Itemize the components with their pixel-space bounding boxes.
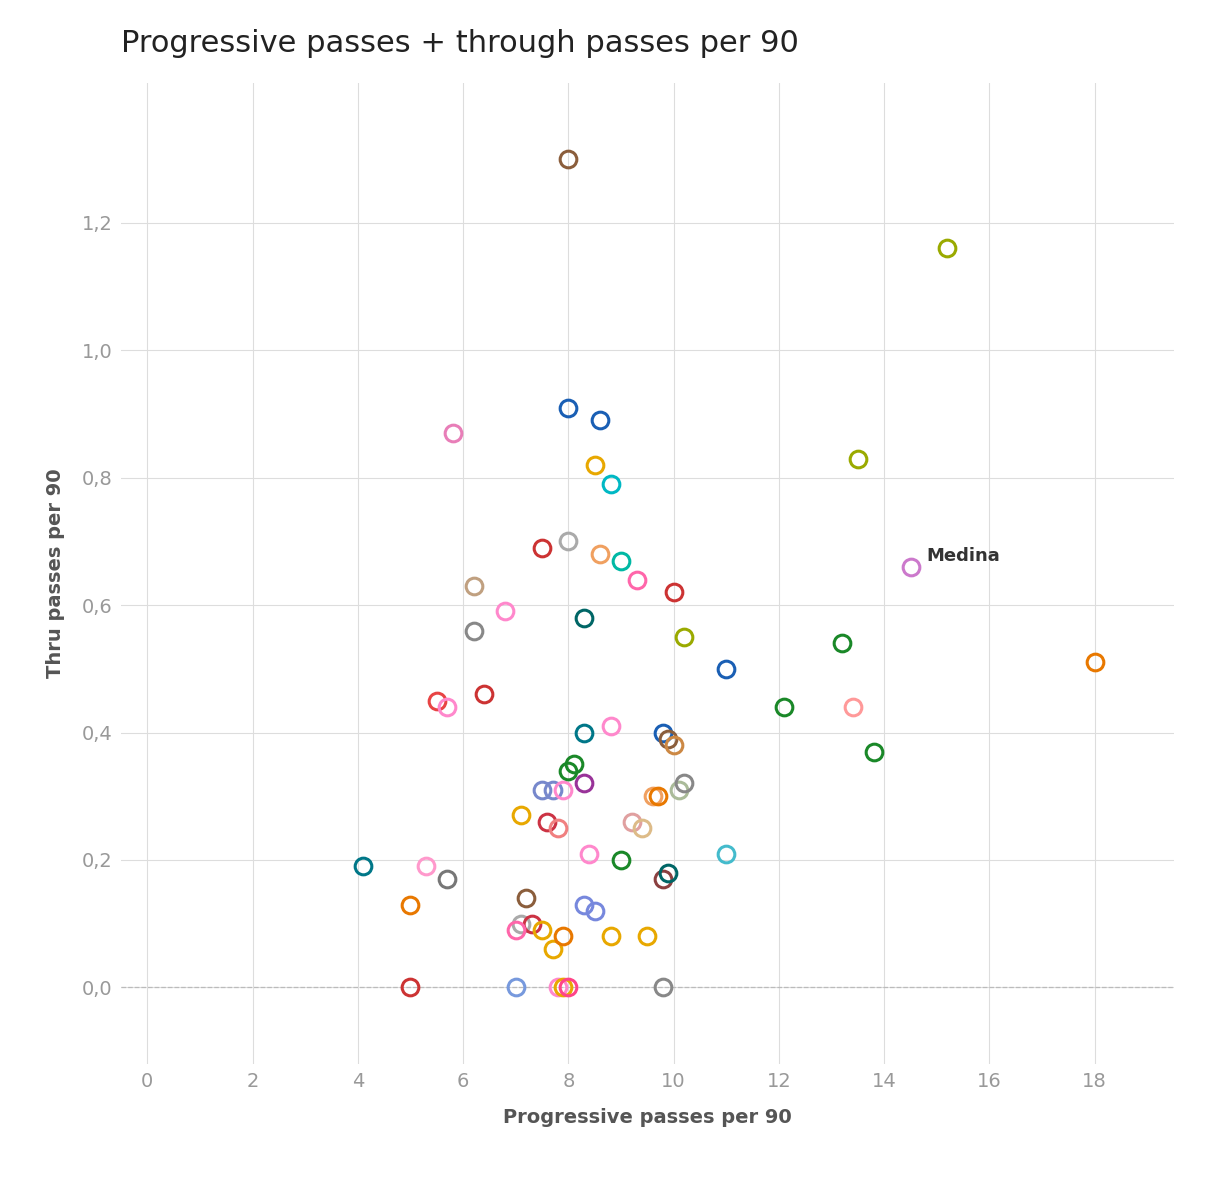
Text: Progressive passes + through passes per 90: Progressive passes + through passes per … xyxy=(121,30,799,58)
Text: Medina: Medina xyxy=(927,546,1001,565)
Y-axis label: Thru passes per 90: Thru passes per 90 xyxy=(46,468,65,678)
X-axis label: Progressive passes per 90: Progressive passes per 90 xyxy=(503,1108,791,1126)
